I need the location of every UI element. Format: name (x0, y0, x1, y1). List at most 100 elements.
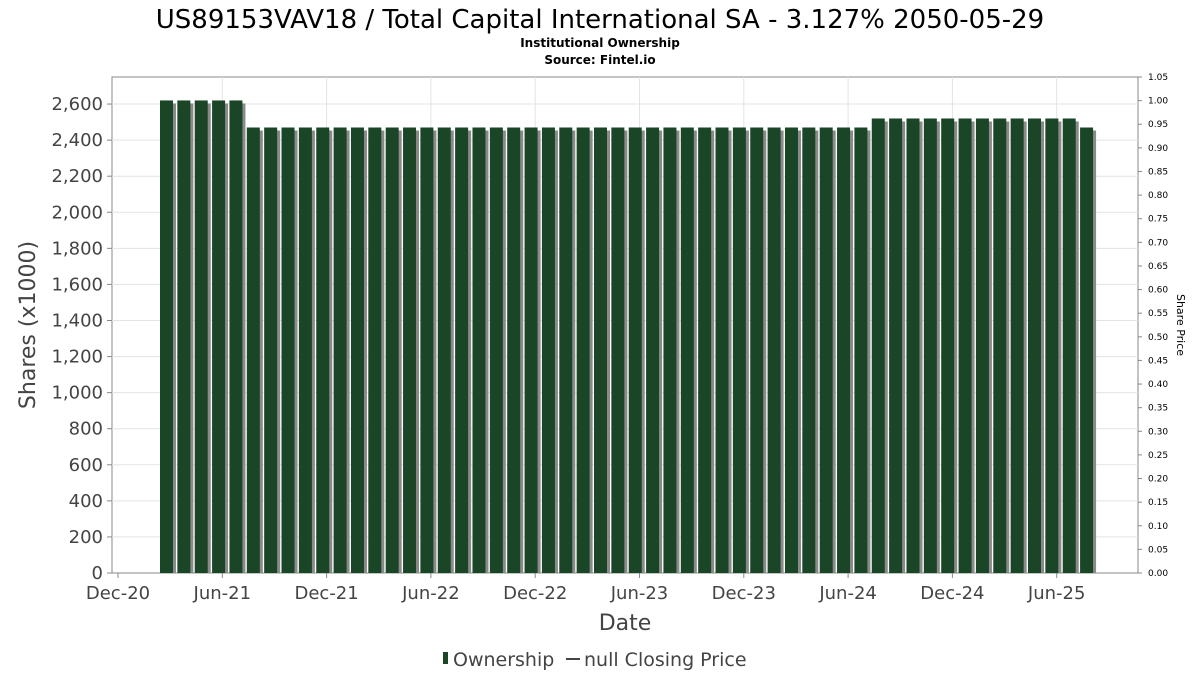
y-right-tick-label: 0.20 (1148, 475, 1168, 485)
y-right-tick-label: 0.00 (1148, 569, 1168, 579)
x-tick-label: Dec-20 (86, 583, 150, 604)
bar (1062, 118, 1076, 573)
y-tick-label: 2,000 (51, 202, 103, 223)
bar (975, 118, 989, 573)
y-tick-label: 800 (69, 419, 103, 440)
bar (923, 118, 937, 573)
chart-subtitle: Institutional Ownership (520, 36, 680, 50)
y-right-tick-label: 0.55 (1148, 309, 1168, 319)
bar (246, 127, 260, 573)
bar-series-ownership (160, 100, 1097, 574)
x-tick-label: Dec-23 (712, 583, 776, 604)
y-right-tick-label: 0.35 (1148, 404, 1168, 414)
legend-ownership-label: Ownership (453, 649, 554, 671)
y-right-tick-label: 0.80 (1148, 191, 1168, 201)
y-tick-label: 2,600 (51, 94, 103, 115)
x-tick-label: Jun-24 (818, 583, 877, 604)
y-axis-right-label: Share Price (1174, 294, 1187, 356)
y-right-tick-label: 0.45 (1148, 356, 1168, 366)
y-right-tick-label: 0.40 (1148, 380, 1168, 390)
bar (1028, 118, 1041, 573)
bar (802, 127, 816, 573)
bar (559, 127, 573, 573)
y-right-tick-label: 0.95 (1148, 120, 1168, 130)
bar (420, 127, 434, 573)
y-right-tick-label: 1.00 (1148, 97, 1168, 107)
bar (889, 118, 903, 573)
bar (368, 127, 382, 573)
y-tick-label: 1,600 (51, 274, 103, 295)
y-right-tick-label: 0.85 (1148, 167, 1168, 177)
y-right-tick-label: 0.25 (1148, 451, 1168, 461)
bar (160, 100, 173, 574)
y-right-tick-label: 0.10 (1148, 522, 1168, 532)
y-right-tick-label: 0.90 (1148, 144, 1168, 154)
bar (576, 127, 590, 573)
bar (298, 127, 312, 573)
bar (837, 127, 851, 573)
legend: Ownership null Closing Price (443, 649, 747, 671)
bar (541, 127, 555, 573)
bar (507, 127, 521, 573)
y-tick-label: 200 (69, 527, 103, 548)
bar (1045, 118, 1059, 573)
x-tick-label: Jun-21 (193, 583, 252, 604)
bar (403, 127, 417, 573)
bar (732, 127, 746, 573)
bar (680, 127, 694, 573)
chart-source: Source: Fintel.io (544, 53, 655, 67)
bar (177, 100, 191, 574)
bar (698, 127, 712, 573)
y-right-tick-label: 0.50 (1148, 333, 1168, 343)
bar (437, 127, 451, 573)
bar (594, 127, 607, 573)
x-axis-label: Date (599, 611, 652, 636)
y-tick-label: 1,000 (51, 383, 103, 404)
x-tick-label: Dec-21 (294, 583, 358, 604)
bar (854, 127, 868, 573)
x-tick-label: Dec-24 (920, 583, 984, 604)
x-tick-label: Dec-22 (503, 583, 567, 604)
bar (229, 100, 243, 574)
y-axis-left: 0 200 400 600 800 1,000 1,200 1,400 1,600 1,800 2,… (51, 94, 112, 584)
y-right-tick-label: 0.75 (1148, 215, 1168, 225)
bar (1080, 127, 1094, 573)
bar (455, 127, 469, 573)
bar (784, 127, 798, 573)
bar (524, 127, 538, 573)
bar (194, 100, 208, 574)
bar (316, 127, 330, 573)
y-right-tick-label: 0.05 (1148, 545, 1168, 555)
bar (333, 127, 347, 573)
x-tick-label: Jun-25 (1027, 583, 1086, 604)
bar (1010, 118, 1024, 573)
legend-ownership-swatch (443, 652, 448, 664)
bar (767, 127, 781, 573)
bar (906, 118, 920, 573)
bar (941, 118, 955, 573)
bar (281, 127, 295, 573)
y-right-tick-label: 0.15 (1148, 498, 1168, 508)
y-tick-label: 600 (69, 455, 103, 476)
bar (212, 100, 226, 574)
x-axis: Dec-20 Jun-21 Dec-21 Jun-22 Dec-22 Jun-23 Dec-… (86, 573, 1086, 604)
y-right-tick-label: 0.70 (1148, 238, 1168, 248)
bar (750, 127, 764, 573)
x-tick-label: Jun-23 (610, 583, 669, 604)
y-tick-label: 2,400 (51, 130, 103, 151)
bar (663, 127, 677, 573)
y-right-tick-label: 0.65 (1148, 262, 1168, 272)
bar (993, 118, 1007, 573)
y-right-tick-label: 0.30 (1148, 427, 1168, 437)
bar (715, 127, 729, 573)
bar (958, 118, 972, 573)
x-tick-label: Jun-22 (401, 583, 460, 604)
bar (646, 127, 660, 573)
y-tick-label: 2,200 (51, 166, 103, 187)
legend-closing-price-label: null Closing Price (584, 649, 747, 671)
bar (385, 127, 399, 573)
y-axis-label: Shares (x1000) (16, 241, 41, 409)
bar (489, 127, 503, 573)
bar (472, 127, 486, 573)
